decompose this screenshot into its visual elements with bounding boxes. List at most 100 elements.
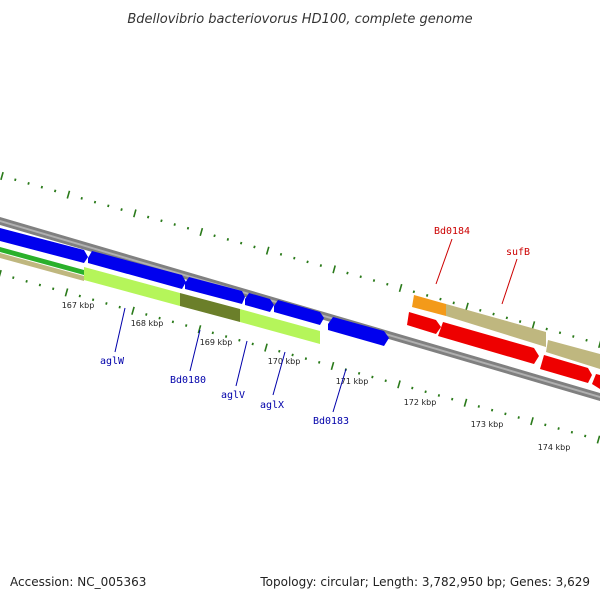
minor-tick <box>452 301 455 305</box>
minor-tick <box>185 324 188 327</box>
minor-tick <box>425 294 429 297</box>
accession-text: Accession: NC_005363 <box>10 575 146 589</box>
minor-tick <box>25 279 28 283</box>
kbp-label: 169 kbp <box>200 338 233 347</box>
major-tick <box>66 190 71 199</box>
minor-tick <box>160 219 163 223</box>
kbp-label: 171 kbp <box>336 377 369 386</box>
minor-tick <box>572 335 575 338</box>
minor-tick <box>145 313 148 316</box>
minor-tick <box>306 260 309 264</box>
minor-tick <box>120 208 123 211</box>
major-tick <box>398 283 403 293</box>
gene-track-left <box>0 247 320 344</box>
minor-tick <box>412 290 416 294</box>
minor-tick <box>40 185 44 189</box>
cds-arrow <box>0 228 88 263</box>
major-tick <box>133 209 137 218</box>
minor-tick <box>224 335 228 338</box>
cds-arrow <box>274 300 324 325</box>
major-tick <box>131 306 135 315</box>
minor-tick <box>357 371 361 375</box>
gene-label-bd0180: Bd0180 <box>170 375 206 386</box>
major-tick <box>64 288 69 297</box>
major-tick <box>596 435 600 444</box>
kbp-label: 172 kbp <box>404 398 437 407</box>
minor-tick <box>492 312 495 316</box>
minor-tick <box>211 331 214 335</box>
kbp-label: 170 kbp <box>268 357 301 366</box>
minor-tick <box>238 338 241 342</box>
gene-feature <box>240 309 320 344</box>
minor-tick <box>253 245 256 249</box>
minor-tick <box>585 338 588 342</box>
gene-label-bd0184: Bd0184 <box>434 226 470 237</box>
gene-feature <box>412 295 446 316</box>
major-tick <box>397 380 401 389</box>
minor-tick <box>384 379 387 383</box>
minor-tick <box>558 331 562 335</box>
gene-label-aglv: aglV <box>221 390 245 401</box>
gene-feature <box>546 340 600 369</box>
minor-tick <box>279 252 283 256</box>
major-tick <box>0 269 2 277</box>
kbp-label: 168 kbp <box>131 319 164 328</box>
gene-feature <box>84 267 180 306</box>
page-title: Bdellovibrio bacteriovorus HD100, comple… <box>127 12 472 27</box>
minor-tick <box>91 298 95 302</box>
cds-arrow <box>328 317 389 346</box>
gene-label-aglw: aglW <box>100 356 125 367</box>
minor-tick <box>93 200 97 204</box>
minor-tick <box>439 297 442 301</box>
minor-tick <box>371 375 374 379</box>
minor-tick <box>584 434 587 438</box>
outer-tick-row <box>0 171 600 349</box>
minor-tick <box>477 405 480 408</box>
minor-tick <box>346 271 349 275</box>
gene-track-right <box>412 295 600 369</box>
major-tick <box>197 325 202 334</box>
gene-label-bd0183: Bd0183 <box>313 416 349 427</box>
minor-tick <box>53 189 57 193</box>
minor-tick <box>146 215 150 219</box>
minor-tick <box>38 283 42 287</box>
major-tick <box>465 302 469 311</box>
major-tick <box>330 361 335 371</box>
minor-tick <box>319 264 323 267</box>
minor-tick <box>14 178 17 182</box>
minor-tick <box>118 305 121 309</box>
minor-tick <box>544 423 547 427</box>
major-tick <box>0 171 4 181</box>
kbp-label: 167 kbp <box>62 301 95 310</box>
minor-tick <box>293 256 296 260</box>
gene-label-aglx: aglX <box>260 400 284 411</box>
minor-tick <box>518 320 522 323</box>
minor-tick <box>105 302 108 305</box>
cds-arrow <box>245 293 274 312</box>
minor-tick <box>239 241 243 245</box>
minor-tick <box>107 204 110 208</box>
minor-tick <box>226 238 230 241</box>
minor-tick <box>424 390 427 394</box>
minor-tick <box>52 287 55 291</box>
inner-tick-row <box>0 269 600 444</box>
minor-tick <box>251 342 254 346</box>
minor-tick <box>291 353 294 357</box>
minor-tick <box>158 316 161 320</box>
minor-tick <box>504 412 507 416</box>
minor-tick <box>570 430 574 434</box>
minor-tick <box>171 320 175 324</box>
minor-tick <box>186 226 190 230</box>
gene-feature <box>180 293 240 322</box>
major-tick <box>332 265 336 274</box>
minor-tick <box>27 182 30 185</box>
cds-forward-track <box>0 228 389 346</box>
minor-tick <box>173 223 176 226</box>
gene-labels: aglW Bd0180 aglV aglX Bd0183 Bd0184 sufB <box>100 226 530 427</box>
minor-tick <box>437 394 441 397</box>
minor-tick <box>304 357 308 361</box>
cds-arrow <box>185 277 245 304</box>
major-tick <box>199 227 204 237</box>
minor-tick <box>505 316 509 320</box>
